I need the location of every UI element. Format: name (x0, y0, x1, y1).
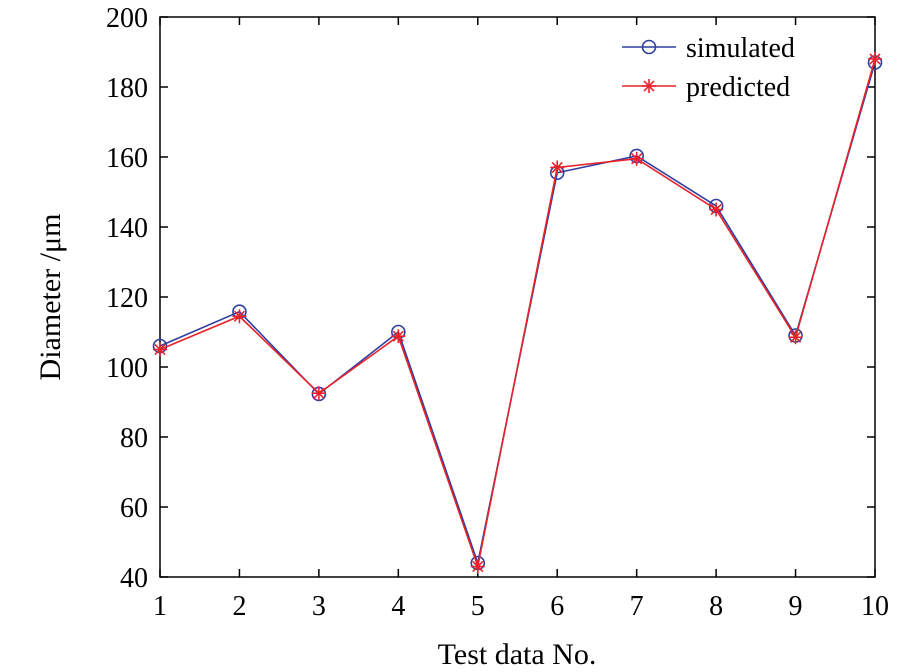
y-tick-label: 140 (106, 213, 148, 244)
series-predicted (153, 52, 882, 574)
data-point-predicted-stroke (392, 330, 404, 342)
legend-label-predicted: predicted (686, 72, 790, 103)
y-tick-label: 180 (106, 73, 148, 104)
data-point-predicted-stroke (313, 387, 325, 399)
data-point-predicted-stroke (710, 203, 722, 216)
y-tick-label: 100 (106, 353, 148, 384)
data-point-predicted (232, 309, 247, 324)
data-point-predicted (550, 160, 565, 175)
y-tick-label: 40 (120, 563, 148, 594)
data-point-predicted-stroke (789, 331, 802, 343)
x-tick-label: 5 (471, 591, 485, 622)
y-axis: 40 60 80 100 120 140 160 180 200 (106, 3, 875, 594)
legend: simulated predicted (622, 33, 795, 103)
legend-marker-predicted-stroke (643, 80, 655, 92)
x-tick-label: 9 (789, 591, 803, 622)
x-tick-label: 6 (550, 591, 564, 622)
x-tick-label: 3 (312, 591, 326, 622)
data-point-predicted (391, 329, 406, 344)
y-tick-label: 160 (106, 143, 148, 174)
x-tick-label: 7 (630, 591, 644, 622)
data-point-predicted (629, 151, 644, 166)
series-simulated (152, 55, 883, 571)
y-axis-title: Diameter /μm (34, 214, 67, 381)
y-tick-label: 200 (106, 3, 148, 34)
x-tick-label: 10 (861, 591, 889, 622)
x-tick-label: 1 (153, 591, 167, 622)
data-point-predicted-stroke (869, 53, 881, 65)
x-tick-label: 2 (232, 591, 246, 622)
x-axis-title: Test data No. (438, 638, 597, 671)
data-point-predicted (868, 52, 882, 66)
x-axis: 1 2 3 4 5 6 7 8 9 10 (153, 17, 889, 622)
data-point-predicted-stroke (631, 153, 643, 165)
y-tick-label: 80 (120, 423, 148, 454)
data-point-predicted (311, 386, 326, 401)
series-line-predicted (159, 58, 876, 570)
data-point-predicted (153, 342, 167, 357)
data-point-predicted (470, 559, 485, 574)
legend-marker-simulated (641, 39, 657, 55)
x-tick-label: 8 (709, 591, 723, 622)
data-point-predicted-stroke (472, 560, 484, 573)
legend-label-simulated: simulated (686, 33, 795, 64)
series-layer (152, 52, 883, 574)
legend-marker-predicted (642, 79, 656, 93)
data-point-predicted-stroke (551, 161, 563, 174)
data-point-predicted (709, 202, 724, 217)
data-point-predicted (788, 330, 803, 345)
x-tick-label: 4 (391, 591, 405, 622)
y-tick-label: 120 (106, 283, 148, 314)
y-tick-label: 60 (120, 493, 148, 524)
data-point-predicted-stroke (154, 343, 166, 356)
series-line-simulated (159, 62, 876, 567)
data-point-predicted-stroke (233, 310, 246, 322)
